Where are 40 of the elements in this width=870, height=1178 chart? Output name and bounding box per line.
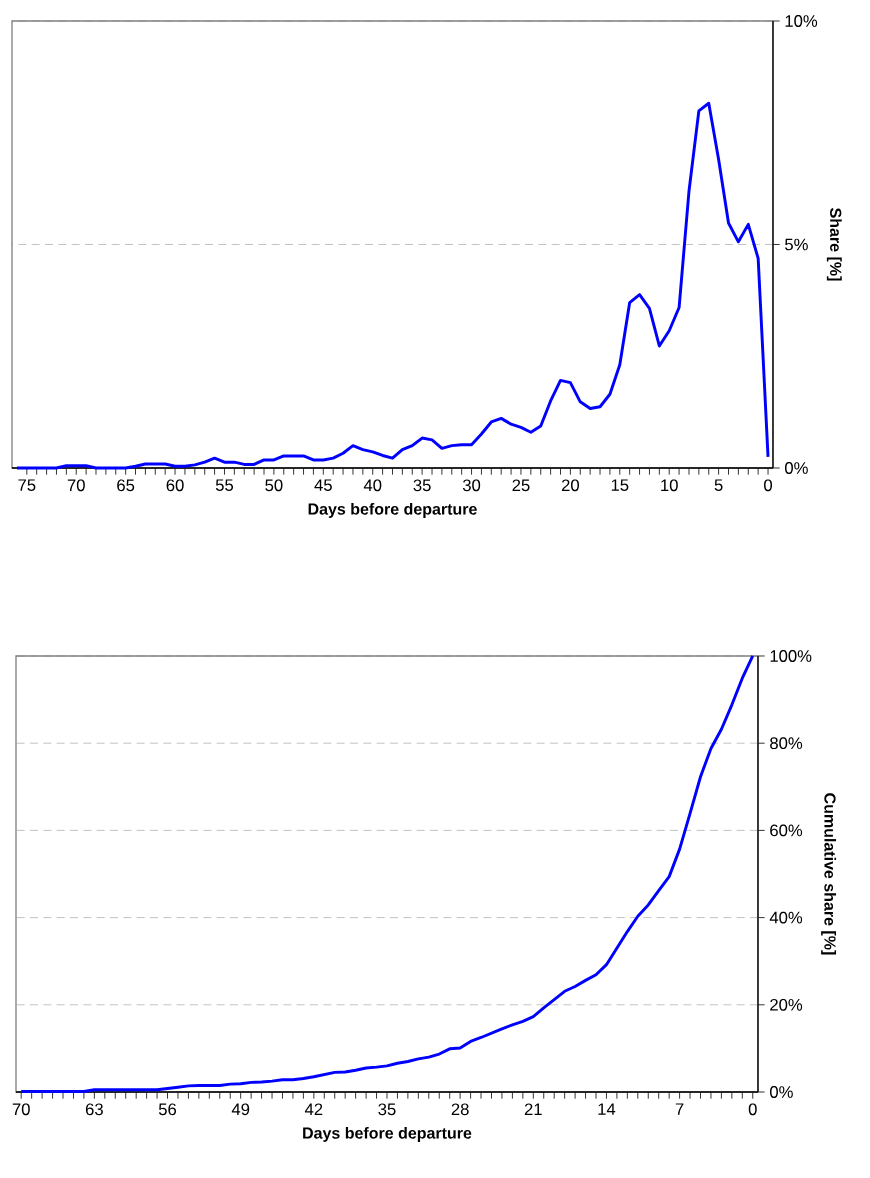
x-tick-label: 56 xyxy=(158,1103,177,1116)
x-tick-label: 30 xyxy=(462,479,481,492)
y-tick-label: 40% xyxy=(769,911,803,924)
x-tick-label: 21 xyxy=(524,1103,542,1116)
x-tick-label: 15 xyxy=(611,479,629,491)
x-axis-title: Days before departure xyxy=(303,1127,472,1142)
x-tick-label: 20 xyxy=(561,479,579,492)
y-tick-label: 80% xyxy=(770,737,803,750)
y-tick-label: 100% xyxy=(770,650,812,662)
y-tick-label: 10% xyxy=(785,15,818,27)
x-tick-label: 50 xyxy=(265,479,283,492)
x-tick-label: 0 xyxy=(764,479,773,492)
x-tick-label: 25 xyxy=(512,479,530,492)
x-tick-label: 75 xyxy=(18,479,36,491)
x-tick-label: 63 xyxy=(85,1103,103,1116)
y-tick-label: 0% xyxy=(770,1086,793,1098)
x-tick-label: 7 xyxy=(675,1103,684,1115)
x-tick-label: 60 xyxy=(166,479,184,492)
x-tick-label: 45 xyxy=(314,479,332,491)
y-tick-label: 0% xyxy=(785,462,808,474)
x-tick-label: 14 xyxy=(598,1103,616,1115)
x-tick-label: 0 xyxy=(748,1103,757,1116)
x-tick-label: 49 xyxy=(231,1103,250,1116)
x-tick-label: 65 xyxy=(117,479,135,492)
y-axis-title: Cumulative share [%] xyxy=(821,793,837,955)
x-tick-label: 5 xyxy=(714,479,723,491)
x-tick-label: 55 xyxy=(215,479,234,491)
x-tick-label: 35 xyxy=(413,479,431,492)
x-tick-label: 40 xyxy=(363,479,382,492)
x-tick-label: 10 xyxy=(661,479,678,492)
x-tick-label: 28 xyxy=(451,1103,469,1116)
x-tick-label: 70 xyxy=(12,1103,30,1116)
x-axis-title: Days before departure xyxy=(308,503,477,518)
y-tick-label: 20% xyxy=(770,998,803,1011)
y-tick-label: 5% xyxy=(785,238,808,251)
x-tick-label: 35 xyxy=(378,1103,396,1116)
x-tick-label: 70 xyxy=(67,479,85,492)
x-tick-label: 42 xyxy=(304,1103,323,1116)
y-axis-title: Share [%] xyxy=(826,208,842,281)
y-tick-label: 60% xyxy=(770,824,803,837)
